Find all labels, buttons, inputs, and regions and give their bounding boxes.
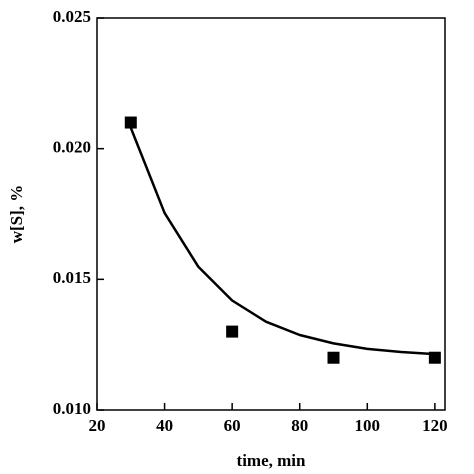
x-tick-label: 100 [355, 416, 381, 435]
y-tick-label: 0.020 [53, 138, 91, 157]
x-tick-label: 60 [224, 416, 241, 435]
y-tick-label: 0.010 [53, 399, 91, 418]
data-point [327, 351, 340, 364]
x-tick-label: 80 [291, 416, 308, 435]
x-tick-label: 40 [156, 416, 173, 435]
fit-curve [129, 127, 435, 356]
plot-frame [96, 17, 446, 411]
data-point [124, 116, 137, 129]
x-tick-label: 20 [89, 416, 106, 435]
x-tick-label: 120 [422, 416, 448, 435]
y-tick-label: 0.025 [53, 7, 91, 26]
x-axis-label: time, min [237, 451, 306, 470]
y-axis-label: w[S], % [7, 185, 26, 244]
data-point [226, 325, 239, 338]
y-tick-label: 0.015 [53, 268, 91, 287]
